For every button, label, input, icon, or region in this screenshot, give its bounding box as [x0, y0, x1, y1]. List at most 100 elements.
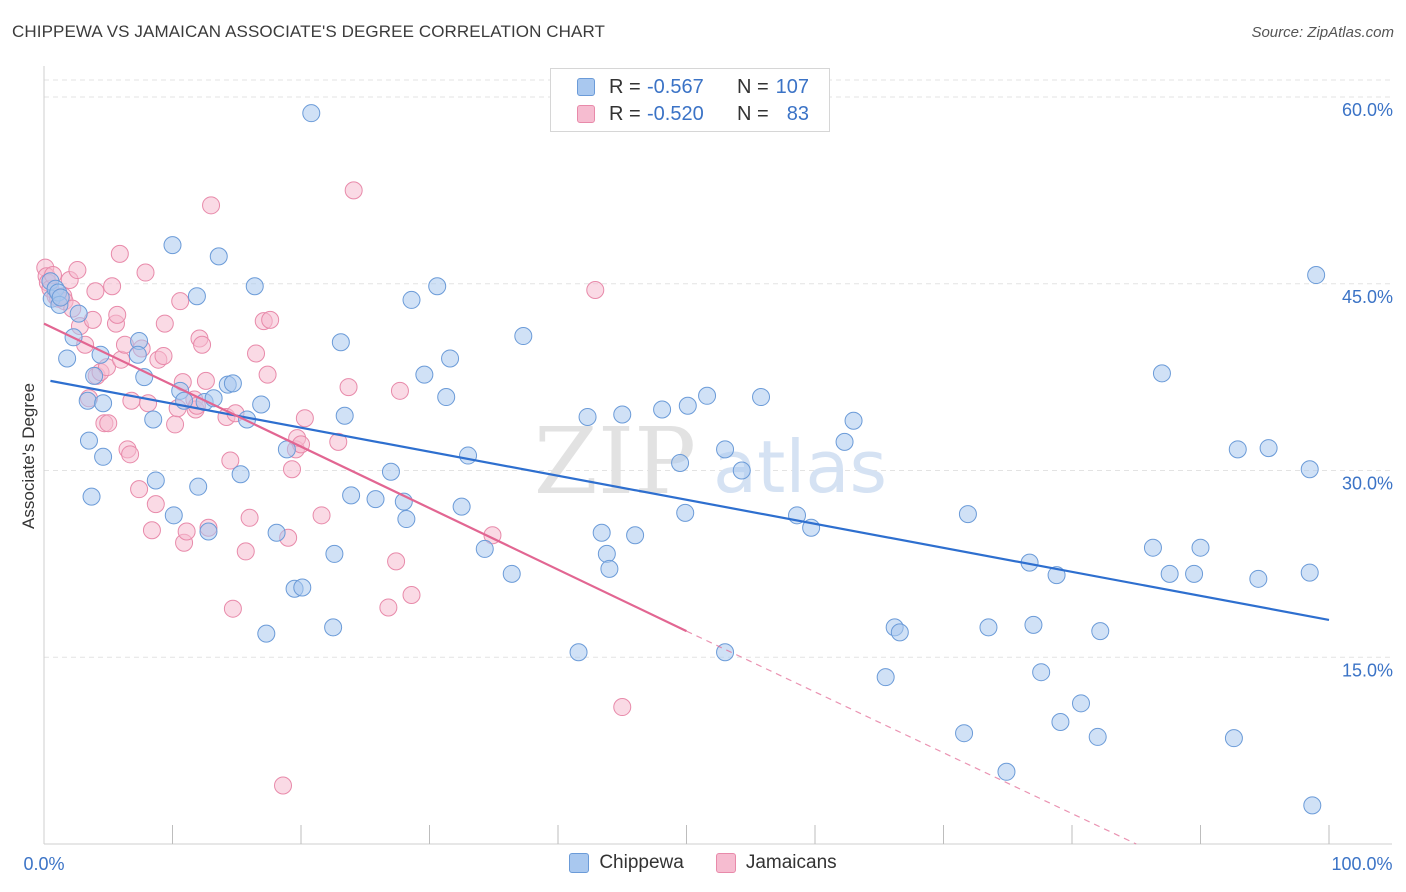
- legend-item-jamaicans[interactable]: Jamaicans: [715, 852, 837, 874]
- chippewa-point: [1300, 460, 1319, 479]
- chippewa-point: [302, 104, 321, 123]
- chippewa-point: [597, 544, 616, 563]
- jamaicans-point: [171, 292, 190, 311]
- y-tick-label: 30.0%: [1342, 474, 1393, 494]
- y-tick-label: 15.0%: [1342, 660, 1393, 680]
- chippewa-point: [324, 618, 343, 637]
- chippewa-point: [85, 366, 104, 385]
- jamaicans-point: [68, 261, 87, 280]
- chippewa-point: [671, 454, 690, 473]
- chippewa-point: [231, 465, 250, 484]
- jamaicans-point: [390, 381, 409, 400]
- chippewa-point: [82, 487, 101, 506]
- chippewa-point: [678, 396, 697, 415]
- r-value: -0.520: [647, 102, 704, 125]
- chippewa-point: [78, 391, 97, 410]
- jamaicans-point: [236, 542, 255, 561]
- chippewa-point: [979, 618, 998, 637]
- chippewa-point: [1091, 622, 1110, 641]
- jamaicans-point: [240, 508, 259, 527]
- jamaicans-point: [387, 552, 406, 571]
- jamaicans-point: [261, 310, 280, 329]
- jamaicans-point: [121, 445, 140, 464]
- chippewa-point: [381, 462, 400, 481]
- jamaicans-point: [283, 460, 302, 479]
- chippewa-point: [397, 510, 416, 529]
- chippewa-point: [1152, 364, 1171, 383]
- jamaicans-point: [99, 414, 118, 433]
- chippewa-point: [876, 668, 895, 687]
- jamaicans-trend-line: [43, 322, 687, 633]
- chippewa-point: [94, 447, 113, 466]
- chippewa-point: [653, 400, 672, 419]
- chippewa-point: [1191, 538, 1210, 557]
- x-tick-label: 0.0%: [23, 854, 64, 874]
- chippewa-point: [958, 505, 977, 524]
- jamaicans-trend-extension: [686, 630, 1137, 845]
- jamaicans-point: [379, 598, 398, 617]
- jamaicans-point: [146, 495, 165, 514]
- chippewa-point: [252, 395, 271, 414]
- n-label: N =: [737, 75, 769, 98]
- jamaicans-point: [108, 305, 127, 324]
- jamaicans-point: [274, 776, 293, 795]
- chippewa-point: [578, 407, 597, 426]
- jamaicans-point: [155, 314, 174, 333]
- jamaicans-point: [130, 480, 149, 499]
- chippewa-point: [569, 643, 588, 662]
- jamaicans-points: [36, 181, 632, 795]
- x-tick-label: 100.0%: [1331, 854, 1392, 874]
- chippewa-point: [1160, 564, 1179, 583]
- source-label: Source: ZipAtlas.com: [1251, 24, 1394, 41]
- jamaicans-point: [103, 277, 122, 296]
- jamaicans-point: [613, 698, 632, 717]
- chippewa-point: [1185, 564, 1204, 583]
- jamaicans-point: [196, 371, 215, 390]
- chippewa-point: [475, 539, 494, 558]
- chippewa-point: [626, 526, 645, 545]
- chippewa-point: [325, 544, 344, 563]
- chippewa-point: [1024, 615, 1043, 634]
- chippewa-point: [428, 277, 447, 296]
- chippewa-point: [835, 432, 854, 451]
- jamaicans-point: [86, 282, 105, 301]
- chippewa-point: [1249, 569, 1268, 588]
- correlation-legend: R = -0.567 N = 107 R = -0.520 N = 83: [550, 68, 830, 132]
- n-value: 83: [786, 102, 809, 125]
- chippewa-point: [163, 236, 182, 255]
- chippewa-point: [716, 643, 735, 662]
- legend-label-chippewa: Chippewa: [599, 852, 684, 873]
- trend-lines: [43, 322, 1330, 845]
- chippewa-point: [1259, 439, 1278, 458]
- tick-labels: 15.0% 30.0% 45.0% 60.0% 0.0% 100.0%: [23, 100, 1393, 874]
- r-label: R =: [609, 75, 641, 98]
- jamaicans-point: [247, 344, 266, 363]
- jamaicans-point: [136, 263, 155, 282]
- chippewa-point: [257, 624, 276, 643]
- chippewa-point: [209, 247, 228, 266]
- y-tick-label: 60.0%: [1342, 100, 1393, 120]
- legend-row-chippewa: R = -0.567 N = 107: [577, 75, 809, 99]
- legend-label-jamaicans: Jamaicans: [745, 852, 837, 873]
- legend-item-chippewa[interactable]: Chippewa: [569, 852, 684, 874]
- jamaicans-point: [223, 599, 242, 618]
- chippewa-point: [592, 523, 611, 542]
- y-tick-label: 45.0%: [1342, 287, 1393, 307]
- jamaicans-point: [258, 365, 277, 384]
- chippewa-point: [146, 471, 165, 490]
- chippewa-point: [1051, 712, 1070, 731]
- chippewa-point: [1228, 440, 1247, 459]
- chippewa-point: [997, 762, 1016, 781]
- chippewa-point: [199, 522, 218, 541]
- jamaicans-point: [202, 196, 221, 215]
- chippewa-point: [164, 506, 183, 525]
- chart-title: CHIPPEWA VS JAMAICAN ASSOCIATE'S DEGREE …: [12, 22, 606, 41]
- chippewa-points: [41, 104, 1326, 815]
- chippewa-point: [1303, 796, 1322, 815]
- chippewa-point: [1032, 663, 1051, 682]
- jamaicans-point: [312, 506, 331, 525]
- chippewa-point: [752, 388, 771, 407]
- chippewa-point: [600, 559, 619, 578]
- axes: [43, 66, 1392, 845]
